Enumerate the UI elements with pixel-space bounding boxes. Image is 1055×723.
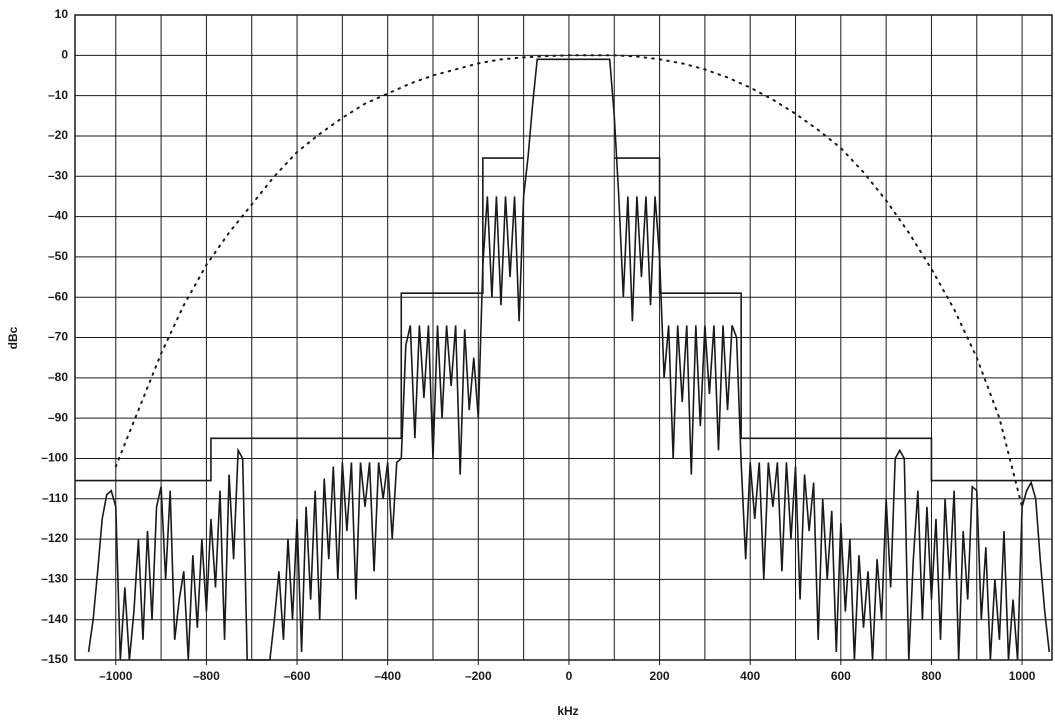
x-tick-label: 800 — [921, 669, 941, 683]
x-axis-label: kHz — [557, 704, 578, 718]
y-tick-label: –100 — [41, 451, 68, 465]
y-tick-label: –150 — [41, 652, 68, 666]
line — [75, 157, 1052, 482]
x-tick-label: –600 — [284, 669, 311, 683]
y-tick-label: –20 — [48, 128, 68, 142]
x-tick-label: 0 — [566, 669, 573, 683]
line — [87, 58, 1051, 661]
y-axis-label: dBc — [6, 326, 20, 349]
y-tick-label: –40 — [48, 209, 68, 223]
x-tick-label: –800 — [193, 669, 220, 683]
y-tick-label: –130 — [41, 572, 68, 586]
x-tick-label: 400 — [740, 669, 760, 683]
x-tick-label: –200 — [465, 669, 492, 683]
y-tick-label: –10 — [48, 88, 68, 102]
y-tick-label: 10 — [55, 7, 69, 21]
plot-frame — [74, 14, 1053, 661]
x-tick-label: 200 — [650, 669, 670, 683]
x-tick-label: 1000 — [1009, 669, 1036, 683]
y-tick-label: –50 — [48, 249, 68, 263]
x-tick-label: 600 — [831, 669, 851, 683]
x-tick-label: –400 — [374, 669, 401, 683]
y-tick-label: –120 — [41, 531, 68, 545]
y-tick-label: –140 — [41, 612, 68, 626]
y-tick-label: 0 — [61, 47, 68, 61]
y-tick-label: –90 — [48, 410, 68, 424]
y-tick-label: –80 — [48, 370, 68, 384]
y-tick-label: –70 — [48, 330, 68, 344]
x-tick-label: –1000 — [99, 669, 133, 683]
dotted-line — [114, 54, 1024, 508]
y-tick-label: –110 — [42, 491, 68, 505]
y-tick-label: –30 — [48, 168, 68, 182]
y-tick-label: –60 — [48, 289, 68, 303]
